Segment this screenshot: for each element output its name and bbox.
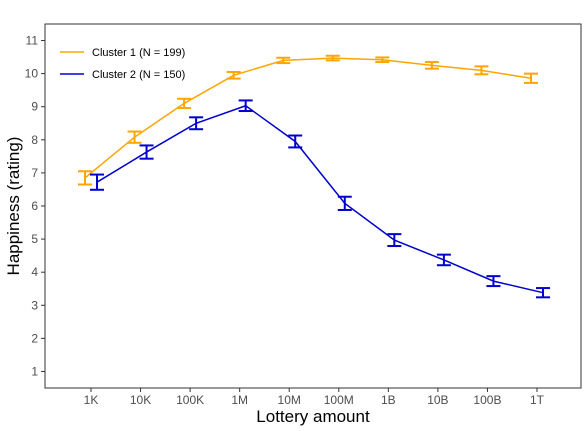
legend-label: Cluster 1 (N = 199): [92, 47, 185, 59]
y-axis: 1 2 3 4 5 6 7 8 9 10 11: [25, 34, 45, 378]
y-tick-label: 3: [31, 298, 38, 312]
legend: Cluster 1 (N = 199) Cluster 2 (N = 150): [60, 47, 185, 81]
error-bar: [139, 144, 154, 160]
y-axis-title: Happiness (rating): [4, 137, 23, 276]
error-bar: [486, 275, 501, 288]
error-bar: [78, 170, 92, 186]
y-tick-label: 1: [31, 364, 38, 378]
legend-label: Cluster 2 (N = 150): [92, 69, 185, 81]
error-bar: [325, 54, 340, 62]
error-bar: [226, 70, 241, 80]
series-line: [96, 104, 544, 294]
x-tick-label: 1T: [530, 393, 545, 407]
error-bar: [288, 134, 303, 149]
error-bar: [238, 99, 253, 113]
x-axis: 1K 10K 100K 1M 10M 100M 1B 10B 100B 1T: [84, 388, 545, 407]
error-bar: [375, 56, 390, 64]
series-2: [90, 99, 550, 299]
x-tick-label: 10M: [278, 393, 301, 407]
x-tick-label: 100B: [473, 393, 501, 407]
y-tick-label: 10: [25, 67, 39, 81]
series-line: [84, 57, 532, 179]
error-bar: [424, 61, 439, 70]
x-tick-label: 10B: [427, 393, 448, 407]
y-tick-label: 8: [31, 133, 38, 147]
legend-item: Cluster 2 (N = 150): [60, 69, 185, 81]
error-bar: [524, 72, 538, 84]
error-bar: [276, 56, 291, 65]
x-tick-label: 10K: [130, 393, 151, 407]
error-bar: [436, 253, 451, 267]
y-tick-label: 7: [31, 166, 38, 180]
x-tick-label: 1K: [84, 393, 99, 407]
x-tick-label: 1B: [381, 393, 396, 407]
error-bar: [387, 233, 402, 248]
x-tick-label: 100M: [324, 393, 354, 407]
y-tick-label: 5: [31, 232, 38, 246]
y-tick-label: 11: [26, 34, 39, 48]
error-bar: [127, 130, 142, 144]
error-bar: [189, 116, 204, 131]
y-tick-label: 2: [31, 331, 38, 345]
series-1: [78, 54, 538, 186]
error-bar: [90, 173, 104, 191]
error-bar: [474, 65, 489, 76]
legend-item: Cluster 1 (N = 199): [60, 47, 185, 59]
x-tick-label: 100K: [176, 393, 204, 407]
series-layer: [78, 54, 550, 299]
error-bar: [177, 97, 192, 110]
x-axis-title: Lottery amount: [256, 407, 370, 426]
y-tick-label: 6: [31, 199, 38, 213]
error-bar: [536, 287, 550, 299]
x-tick-label: 1M: [231, 393, 248, 407]
plot-panel: [44, 23, 582, 389]
y-tick-label: 9: [31, 100, 38, 114]
y-tick-label: 4: [31, 265, 38, 279]
error-bar: [337, 195, 352, 211]
